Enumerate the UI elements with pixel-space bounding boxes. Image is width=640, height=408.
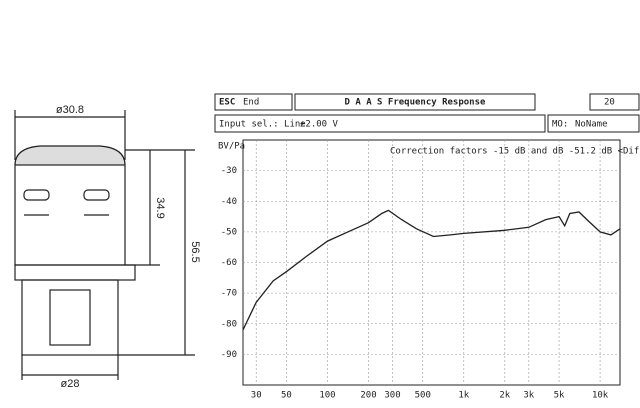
dimension: 56.5 [189, 241, 201, 262]
x-tick-label: 5k [554, 391, 565, 401]
y-axis-label: BV/Pa [218, 142, 245, 152]
dimension: ø28 [61, 378, 80, 390]
page-number: 20 [604, 98, 615, 108]
key[interactable]: ESC [219, 98, 235, 108]
y-tick-label: -90 [221, 350, 237, 360]
x-tick-label: 3k [523, 391, 534, 401]
screen-title: D A A S Frequency Response [345, 98, 486, 108]
x-tick-label: 300 [384, 391, 400, 401]
x-tick-label: 50 [281, 391, 292, 401]
capsule-drawing [14, 110, 195, 380]
y-tick-label: -80 [221, 319, 237, 329]
label: NoName [575, 120, 608, 130]
dimension: 34.9 [154, 197, 166, 218]
y-tick-label: -70 [221, 289, 237, 299]
annotation: Correction factors -15 dB and dB -51.2 d… [390, 147, 640, 157]
response-curve [242, 209, 621, 331]
header-bar [214, 93, 640, 133]
x-tick-label: 100 [319, 391, 335, 401]
y-tick-label: -30 [221, 166, 237, 176]
y-tick-label: -40 [221, 197, 237, 207]
input-range: ±2.00 V [300, 120, 339, 130]
y-tick-label: -50 [221, 227, 237, 237]
x-tick-label: 30 [251, 391, 262, 401]
x-tick-label: 2k [499, 391, 510, 401]
label: MO: [552, 120, 568, 130]
y-tick-label: -60 [221, 258, 237, 268]
dimension: ø30.8 [56, 104, 84, 116]
x-tick-label: 1k [458, 391, 469, 401]
x-tick-label: 500 [415, 391, 431, 401]
x-tick-label: 200 [360, 391, 376, 401]
label: End [243, 98, 259, 108]
x-tick-label: 10k [592, 391, 609, 401]
input-select: Input sel.: Line [219, 120, 306, 130]
